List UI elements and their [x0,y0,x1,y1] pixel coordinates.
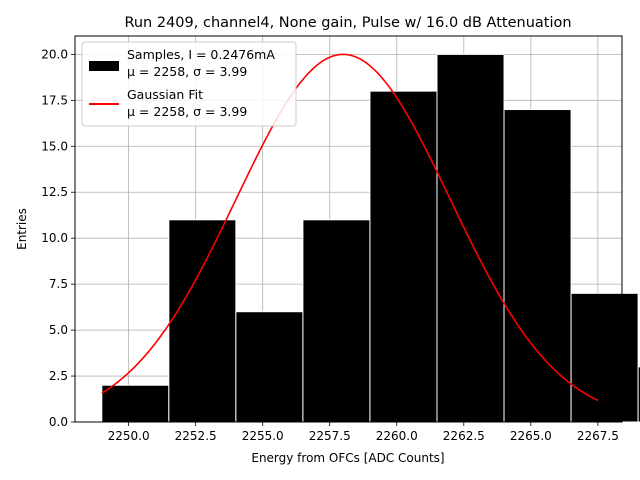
legend-stats-fit: μ = 2258, σ = 3.99 [127,104,247,119]
y-tick-label: 17.5 [41,93,68,107]
histogram-bar [168,219,237,423]
histogram-bar [503,109,572,423]
histogram-bar [101,384,170,423]
y-axis-label: Entries [15,208,29,250]
plot-frame [74,35,623,423]
y-tick-label: 0.0 [49,415,68,429]
y-tick-label: 2.5 [49,369,68,383]
y-tick-label: 15.0 [41,139,68,153]
legend-label-samples: Samples, I = 0.2476mA [127,47,275,62]
x-axis-ticks: 2250.0 2252.5 2255.0 2257.5 2260.0 2262.5 2265… [108,422,619,443]
legend-stats-samples: μ = 2258, σ = 3.99 [127,64,247,79]
histogram-bar [369,90,438,423]
chart-title: Run 2409, channel4, None gain, Pulse w/ … [124,15,571,31]
y-tick-label: 5.0 [49,323,68,337]
y-tick-label: 12.5 [41,185,68,199]
x-tick-label: 2262.5 [443,429,485,443]
y-axis-ticks: 0.0 2.5 5.0 7.5 10.0 12.5 15.0 17.5 20.0 [41,47,75,429]
x-tick-label: 2260.0 [376,429,418,443]
gaussian-fit-line [101,53,599,402]
y-tick-label: 20.0 [41,47,68,61]
histogram-bars [101,53,640,423]
x-tick-label: 2255.0 [242,429,284,443]
x-tick-label: 2252.5 [175,429,217,443]
y-tick-label: 7.5 [49,277,68,291]
y-tick-label: 10.0 [41,231,68,245]
legend-swatch-samples [89,61,119,71]
x-tick-label: 2250.0 [108,429,150,443]
legend: Samples, I = 0.2476mA μ = 2258, σ = 3.99… [81,41,297,127]
legend-box [81,41,297,127]
x-tick-label: 2257.5 [309,429,351,443]
x-tick-label: 2265.0 [510,429,552,443]
histogram-bar [570,292,639,423]
histogram-bar [436,53,505,423]
x-tick-label: 2267.5 [577,429,619,443]
legend-label-fit: Gaussian Fit [127,87,203,102]
histogram-bar [637,366,640,423]
histogram-bar [302,219,371,423]
histogram-bar [235,311,304,423]
x-axis-label: Energy from OFCs [ADC Counts] [251,451,444,465]
gaussian-fit [101,53,599,402]
